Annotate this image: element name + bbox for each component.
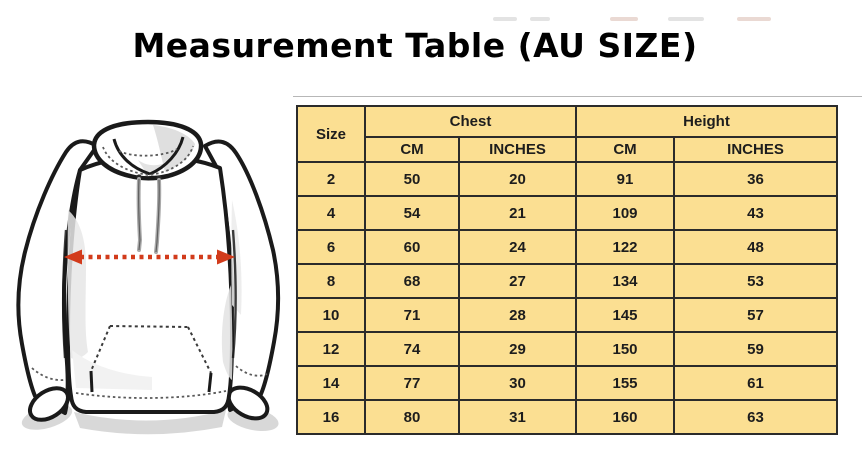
- measurement-cell: 20: [458, 161, 577, 197]
- measurement-cell: 109: [575, 195, 675, 231]
- size-cell: 16: [296, 399, 366, 435]
- size-cell: 2: [296, 161, 366, 197]
- measurement-cell: 122: [575, 229, 675, 265]
- measurement-cell: 71: [364, 297, 460, 333]
- measurement-table-body: 2 50 20 91 36 4 54 21 109 43 6 60 24 122 48 8 68 27 134 53 1…: [296, 161, 839, 435]
- measurement-cell: 48: [672, 229, 839, 265]
- size-cell: 4: [296, 195, 366, 231]
- table-header-unit-row: CM INCHES CM INCHES: [297, 136, 839, 163]
- table-row: 4 54 21 109 43: [296, 195, 839, 231]
- col-header-height-cm: CM: [575, 136, 675, 163]
- drawstrings: [136, 174, 162, 254]
- size-cell: 8: [296, 263, 366, 299]
- measurement-cell: 31: [458, 399, 577, 435]
- cropped-text-artifact: [668, 17, 704, 21]
- measurement-cell: 60: [364, 229, 460, 265]
- hoodie-illustration: [16, 119, 280, 435]
- measurement-cell: 43: [672, 195, 839, 231]
- cropped-text-artifact: [737, 17, 771, 21]
- measurement-cell: 160: [575, 399, 675, 435]
- col-header-size: Size: [296, 105, 366, 163]
- measurement-cell: 27: [458, 263, 577, 299]
- page-title: Measurement Table (AU SIZE): [132, 26, 698, 65]
- measurement-cell: 30: [458, 365, 577, 401]
- hood: [91, 119, 204, 181]
- sleeves: [16, 139, 280, 422]
- col-header-height-inches: INCHES: [672, 136, 839, 163]
- measurement-cell: 21: [458, 195, 577, 231]
- table-row: 8 68 27 134 53: [296, 263, 839, 299]
- measurement-cell: 91: [575, 161, 675, 197]
- measurement-cell: 63: [672, 399, 839, 435]
- cropped-text-artifact: [530, 17, 550, 21]
- measurement-cell: 150: [575, 331, 675, 367]
- col-group-height: Height: [574, 105, 839, 138]
- size-cell: 6: [296, 229, 366, 265]
- table-row: 2 50 20 91 36: [296, 161, 839, 197]
- measurement-cell: 50: [364, 161, 460, 197]
- stitch-lines: [31, 145, 268, 399]
- table-row: 16 80 31 160 63: [296, 399, 839, 435]
- table-row: 6 60 24 122 48: [296, 229, 839, 265]
- size-cell: 10: [296, 297, 366, 333]
- measurement-cell: 24: [458, 229, 577, 265]
- pocket: [89, 325, 213, 393]
- cropped-text-artifact: [493, 17, 517, 21]
- measurement-cell: 59: [672, 331, 839, 367]
- measurement-cell: 74: [364, 331, 460, 367]
- table-header-group-row: Size Chest Height: [296, 105, 839, 163]
- measurement-cell: 68: [364, 263, 460, 299]
- measurement-cell: 145: [575, 297, 675, 333]
- table-row: 10 71 28 145 57: [296, 297, 839, 333]
- table-row: 14 77 30 155 61: [296, 365, 839, 401]
- chest-width-arrow-icon: [64, 249, 235, 265]
- size-cell: 12: [296, 331, 366, 367]
- measurement-cell: 77: [364, 365, 460, 401]
- measurement-cell: 80: [364, 399, 460, 435]
- cropped-edge-artifact: [293, 96, 862, 97]
- col-header-chest-inches: INCHES: [458, 136, 577, 163]
- seams: [61, 229, 237, 359]
- measurement-cell: 57: [672, 297, 839, 333]
- measurement-cell: 54: [364, 195, 460, 231]
- measurement-cell: 36: [672, 161, 839, 197]
- measurement-cell: 53: [672, 263, 839, 299]
- cropped-text-artifact: [610, 17, 638, 21]
- col-header-chest-cm: CM: [364, 136, 460, 163]
- measurement-cell: 134: [575, 263, 675, 299]
- measurement-cell: 155: [575, 365, 675, 401]
- col-group-chest: Chest: [364, 105, 577, 138]
- table-row: 12 74 29 150 59: [296, 331, 839, 367]
- measurement-cell: 61: [672, 365, 839, 401]
- measurement-cell: 29: [458, 331, 577, 367]
- cuff-left: [28, 386, 70, 422]
- size-cell: 14: [296, 365, 366, 401]
- measurement-cell: 28: [458, 297, 577, 333]
